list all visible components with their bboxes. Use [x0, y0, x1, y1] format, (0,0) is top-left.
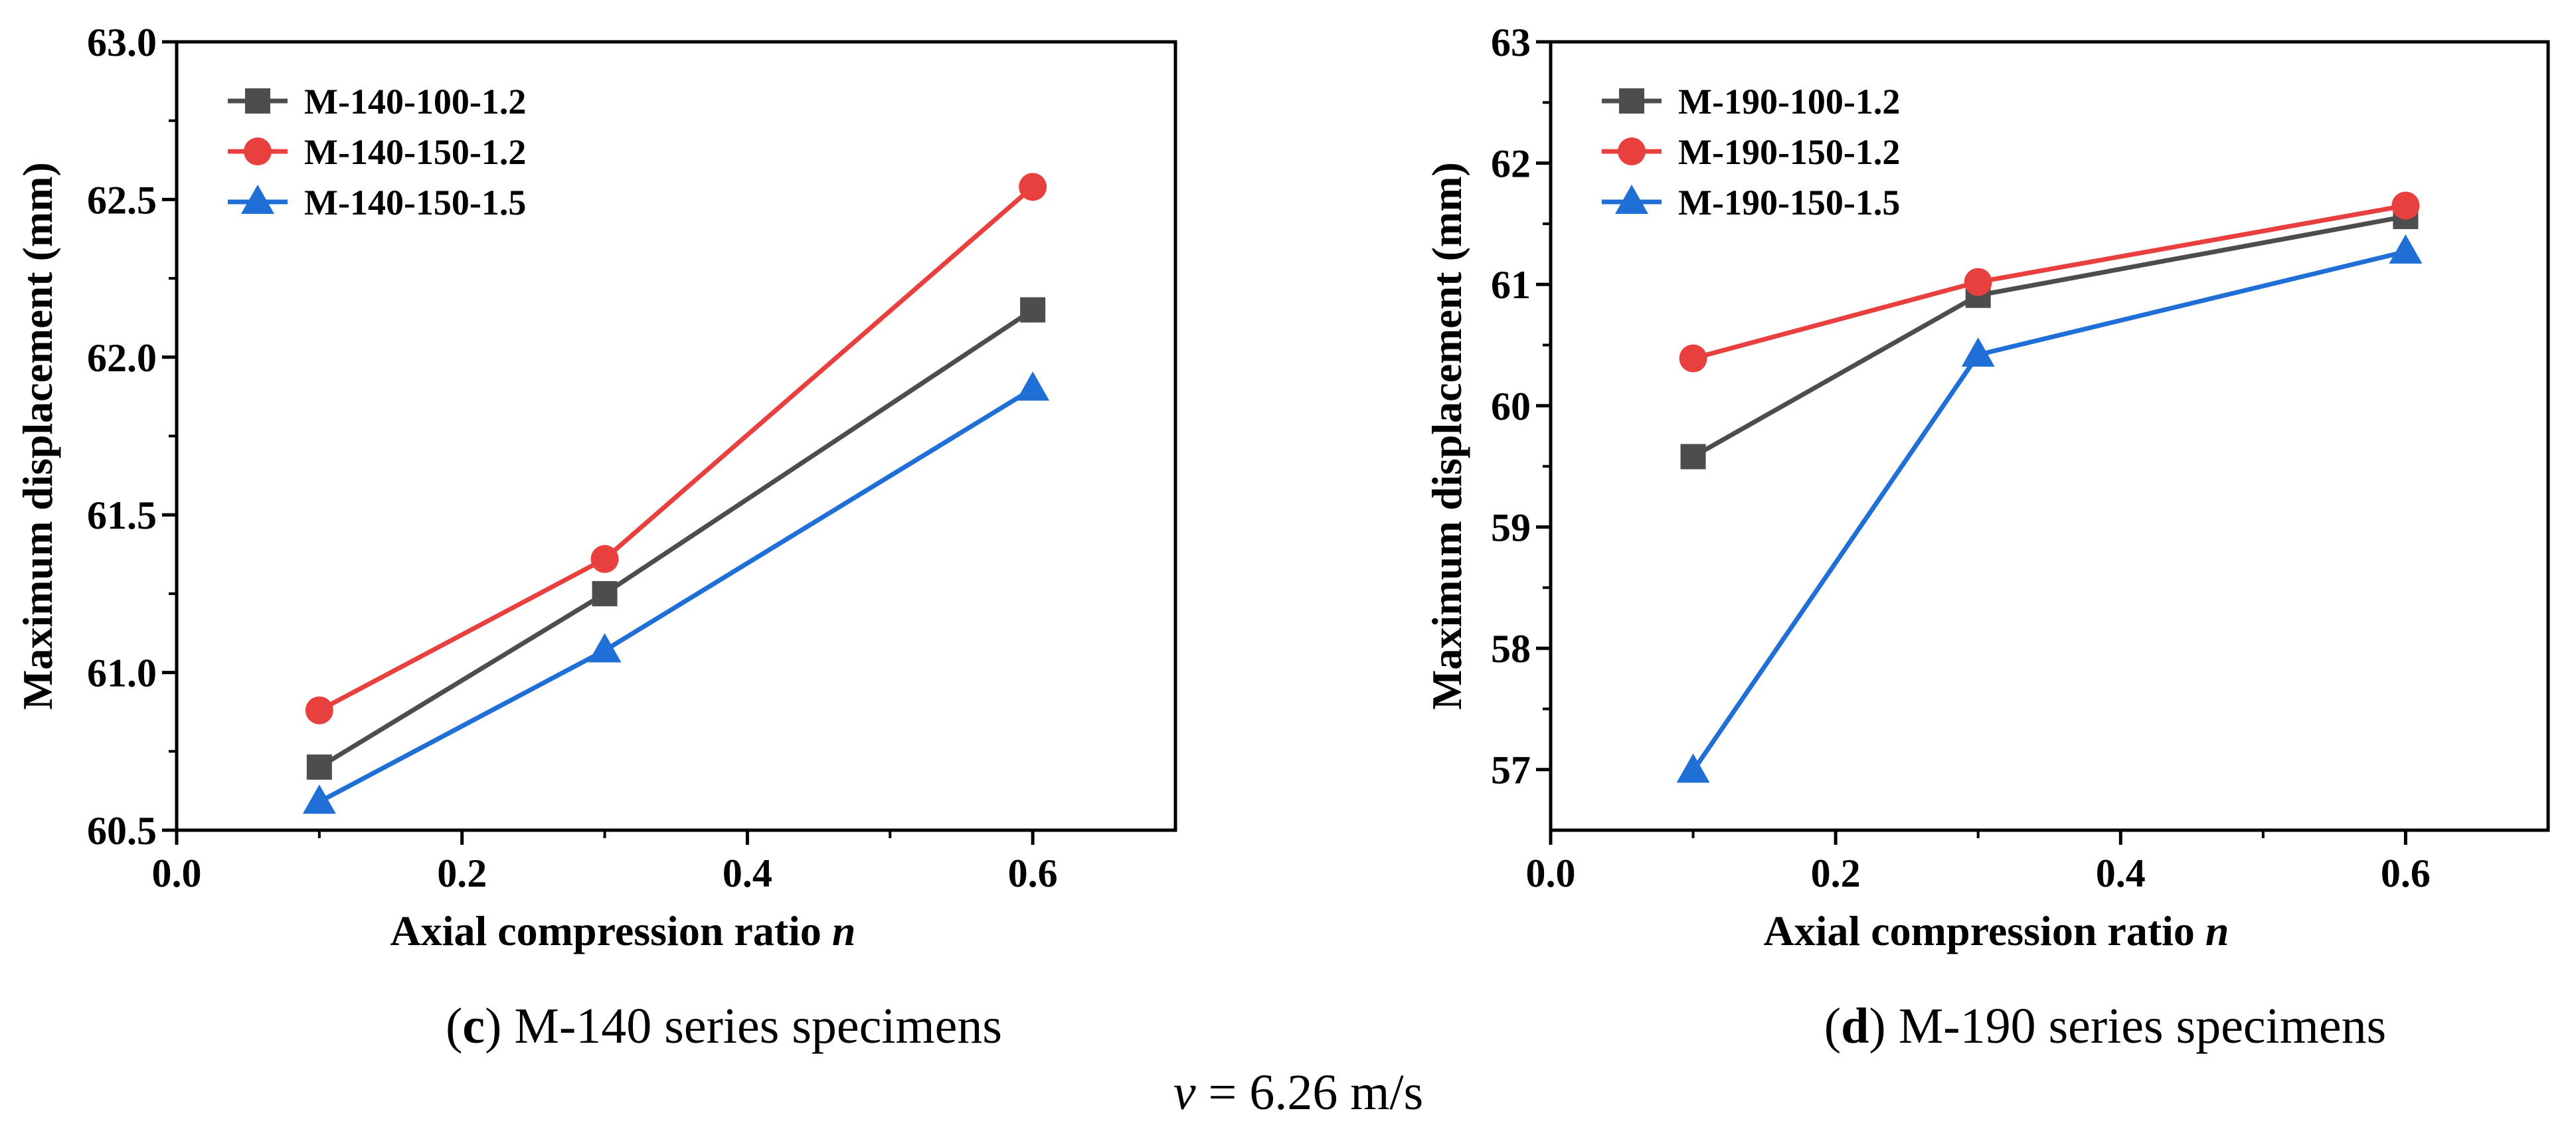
legend-label: M-190-100-1.2: [1678, 82, 1900, 122]
x-tick-label: 0.4: [723, 851, 772, 895]
y-tick-label: 60.5: [87, 809, 157, 853]
data-point-m190-2: [2391, 191, 2420, 220]
data-point-m190-1: [1680, 444, 1706, 470]
velocity-label: v = 6.26 m/s: [1173, 1065, 1423, 1120]
y-tick-label: 62: [1491, 142, 1531, 186]
x-axis-title: Axial compression ratio n: [1763, 907, 2229, 954]
series-line-m140-1: [318, 308, 1035, 770]
data-point-m190-3: [2389, 234, 2423, 264]
caption-right: (d) M-190 series specimens: [1824, 998, 2386, 1054]
series-line-m140-3: [318, 387, 1034, 804]
data-point-m140-1: [306, 754, 332, 780]
legend-marker: [1619, 88, 1644, 114]
data-point-m190-2: [1679, 344, 1707, 373]
data-point-m190-2: [1964, 268, 1992, 296]
x-tick-label: 0.6: [1008, 851, 1058, 895]
y-tick-label: 62.0: [87, 336, 157, 380]
x-tick-label: 0.2: [1811, 851, 1861, 895]
y-tick-label: 61.5: [87, 493, 157, 537]
data-point-m140-2: [1019, 173, 1047, 201]
legend-marker: [1615, 185, 1648, 214]
y-tick-label: 61.0: [87, 652, 157, 695]
y-tick-label: 58: [1491, 627, 1531, 671]
data-point-m140-3: [1016, 371, 1050, 401]
data-point-m140-1: [1020, 297, 1046, 323]
y-tick-label: 63: [1491, 21, 1531, 64]
series-line-m140-2: [318, 185, 1035, 713]
legend-label: M-190-150-1.5: [1678, 183, 1900, 222]
x-tick-label: 0.2: [437, 851, 487, 895]
y-tick-label: 60: [1491, 385, 1531, 428]
x-tick-label: 0.0: [152, 851, 202, 895]
data-point-m140-3: [588, 633, 622, 663]
x-tick-label: 0.6: [2381, 851, 2431, 895]
x-tick-label: 0.0: [1526, 851, 1576, 895]
data-point-m190-3: [1961, 337, 1995, 367]
y-tick-label: 62.5: [87, 178, 157, 222]
x-axis-title: Axial compression ratio n: [390, 907, 855, 954]
y-axis-title: Maximum displacement (mm): [1423, 162, 1470, 710]
legend-marker: [244, 137, 272, 165]
y-tick-label: 59: [1491, 505, 1531, 549]
legend-marker: [1618, 137, 1646, 165]
chart-m190: 0.0 0.2 0.4 0.6 57 58 59 60 61 62 63 Axial compress…: [1423, 21, 2550, 954]
y-tick-label: 63.0: [87, 21, 157, 64]
legend-label: M-190-150-1.2: [1678, 132, 1900, 172]
chart-m140: 0.0 0.2 0.4 0.6 60.5 61.0 61.5 62.0 62.5 63.0 Axia…: [14, 21, 1177, 954]
legend-label: M-140-100-1.2: [304, 82, 526, 122]
data-point-m140-2: [305, 696, 333, 725]
legend-label: M-140-150-1.2: [304, 132, 526, 172]
y-tick-label: 61: [1491, 263, 1531, 307]
x-tick-label: 0.4: [2096, 851, 2146, 895]
legend-marker: [245, 88, 270, 114]
data-point-m140-1: [592, 580, 618, 606]
data-point-m140-3: [302, 784, 336, 814]
y-axis-title: Maximum displacement (mm): [14, 162, 61, 710]
legend-marker: [241, 185, 274, 214]
y-tick-label: 57: [1491, 748, 1531, 792]
legend-label: M-140-150-1.5: [304, 183, 526, 222]
data-point-m140-2: [590, 545, 619, 573]
plot-frame: [1549, 40, 2550, 832]
data-point-m190-3: [1676, 753, 1710, 783]
caption-left: (c) M-140 series specimens: [446, 998, 1002, 1054]
